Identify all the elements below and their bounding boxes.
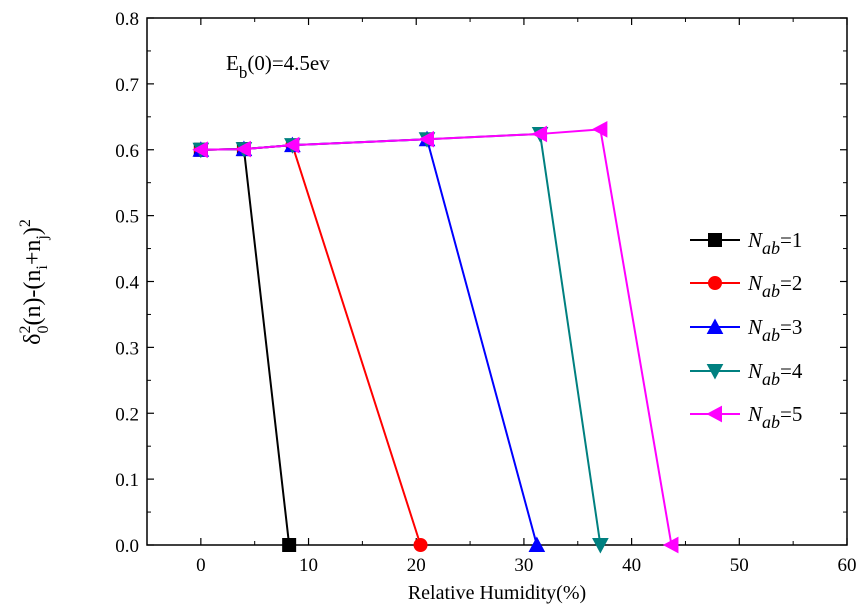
y-tick-label: 0.7	[115, 75, 139, 96]
x-tick-label: 10	[299, 555, 318, 576]
x-tick-label: 40	[622, 555, 641, 576]
legend: Nab=1 Nab=2 Nab=3 Nab=4 Nab=5	[690, 228, 803, 432]
legend-marker-2	[708, 276, 722, 290]
x-tick-label: 30	[514, 555, 533, 576]
y-tick-label: 0.6	[115, 141, 139, 162]
legend-item-1: Nab=1	[690, 228, 802, 258]
plot-frame	[146, 17, 848, 546]
legend-marker-5	[706, 405, 722, 423]
annotation-text: Eb(0)=4.5ev	[226, 51, 330, 82]
svg-text:Nab=1: Nab=1	[747, 228, 802, 258]
legend-item-5: Nab=5	[690, 402, 802, 432]
legend-marker-shape	[706, 318, 724, 334]
y-axis-title: δ20(n)-(ni+nj)2	[17, 219, 52, 345]
series-line	[200, 148, 291, 546]
svg-text:Nab=5: Nab=5	[747, 402, 802, 432]
y-tick-label: 0.3	[115, 338, 139, 359]
x-tick-label: 50	[730, 555, 749, 576]
legend-marker-shape	[706, 405, 722, 423]
series-layer	[192, 120, 679, 554]
series-1	[193, 142, 297, 552]
data-point	[662, 536, 679, 554]
legend-marker-4	[706, 364, 724, 380]
ticks-layer: 0 10 20 30 40 50 60 0.0 0.1 0.2 0.3 0.4 0.5 0.6 0.7 0.8	[115, 9, 856, 576]
series-2	[193, 138, 428, 552]
series-3	[192, 130, 546, 552]
x-tick-label: 20	[407, 555, 426, 576]
legend-marker-1	[708, 233, 722, 247]
legend-item-4: Nab=4	[690, 359, 803, 389]
x-tick-label: 0	[196, 555, 206, 576]
legend-item-2: Nab=2	[690, 271, 802, 301]
data-point	[282, 538, 297, 552]
data-point	[528, 536, 546, 552]
data-point	[531, 125, 548, 143]
legend-item-3: Nab=3	[690, 315, 802, 345]
series-line	[200, 144, 422, 546]
legend-marker-shape	[706, 364, 724, 380]
y-tick-label: 0.5	[115, 207, 139, 228]
data-point	[418, 130, 434, 148]
data-point	[592, 538, 609, 554]
legend-marker-3	[706, 318, 724, 334]
series-5	[192, 120, 679, 554]
svg-text:δ20(n)-(ni+nj)2: δ20(n)-(ni+nj)2	[17, 219, 52, 345]
y-tick-label: 0.4	[115, 273, 139, 294]
series-4	[192, 126, 609, 554]
data-point	[283, 136, 300, 154]
series-line	[200, 138, 538, 546]
y-tick-label: 0.8	[115, 9, 139, 30]
svg-text:Nab=3: Nab=3	[747, 315, 802, 345]
series-line	[200, 128, 673, 546]
x-axis-title: Relative Humidity(%)	[408, 582, 586, 604]
legend-marker-shape	[708, 276, 722, 290]
data-point	[591, 120, 608, 138]
data-point	[413, 538, 428, 552]
y-tick-label: 0.2	[115, 404, 139, 425]
legend-marker-shape	[708, 233, 722, 247]
svg-text:Nab=2: Nab=2	[747, 271, 802, 301]
y-tick-label: 0.0	[115, 536, 139, 557]
svg-text:Nab=4: Nab=4	[747, 359, 803, 389]
data-point	[192, 141, 208, 159]
x-tick-label: 60	[838, 555, 857, 576]
data-point	[235, 140, 251, 158]
y-tick-label: 0.1	[115, 470, 139, 491]
